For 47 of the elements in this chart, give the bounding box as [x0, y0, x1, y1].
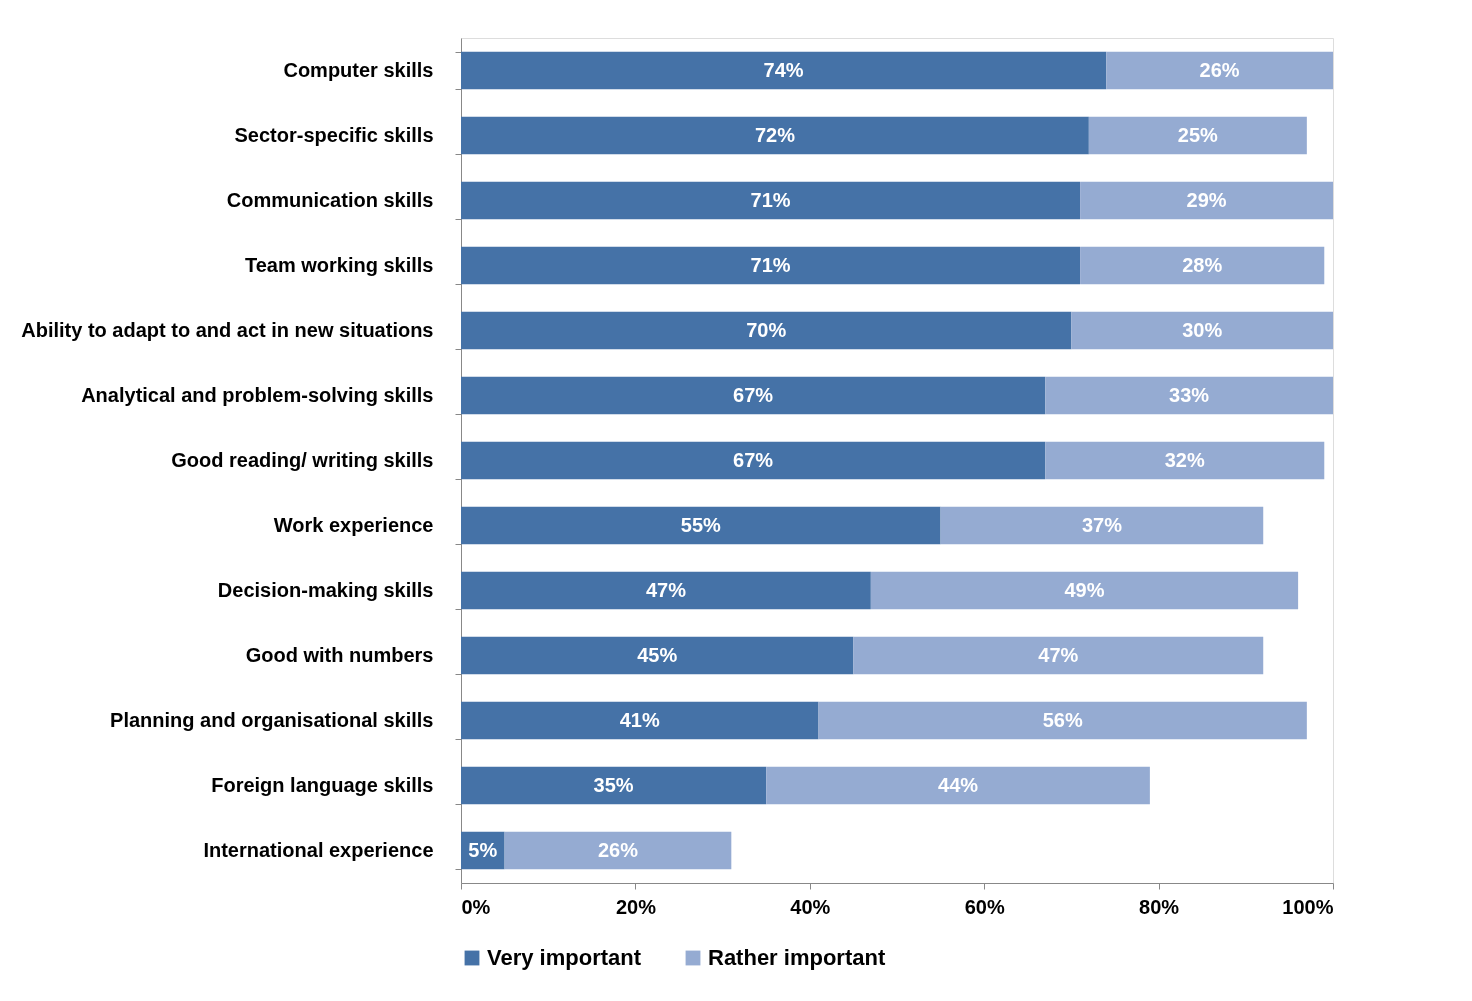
data-label: 26% — [597, 838, 639, 861]
x-tick-label: 40% — [790, 895, 831, 918]
data-label: 45% — [637, 643, 678, 666]
data-label: 47% — [645, 578, 687, 601]
y-tick-label: Good reading/ writing skills — [171, 449, 434, 471]
data-label: 67% — [733, 448, 774, 471]
y-tick-label: Computer skills — [283, 59, 434, 81]
data-label: 25% — [1177, 123, 1219, 146]
data-label: 32% — [1164, 448, 1205, 471]
data-label: 56% — [1042, 708, 1083, 731]
data-label: 33% — [1169, 383, 1210, 406]
y-tick-label: International experience — [203, 839, 434, 861]
y-tick-label: Good with numbers — [245, 644, 434, 666]
data-label: 30% — [1182, 318, 1223, 341]
x-tick-label: 80% — [1139, 895, 1180, 918]
data-label: 70% — [746, 318, 787, 341]
y-tick-label: Analytical and problem-solving skills — [81, 384, 434, 406]
data-label: 41% — [619, 708, 660, 731]
data-label: 55% — [680, 513, 722, 536]
legend-label: Very important — [487, 945, 642, 970]
data-label: 44% — [938, 773, 979, 796]
data-label: 74% — [763, 58, 804, 81]
y-tick-label: Decision-making skills — [217, 579, 434, 601]
y-tick-label: Work experience — [273, 514, 434, 536]
data-label: 47% — [1038, 643, 1079, 666]
y-tick-label: Ability to adapt to and act in new situations — [21, 319, 434, 341]
x-tick-label: 100% — [1282, 895, 1334, 918]
y-tick-label: Team working skills — [244, 254, 434, 276]
y-tick-label: Communication skills — [226, 189, 434, 211]
x-tick-label: 0% — [461, 895, 491, 918]
y-tick-label: Foreign language skills — [211, 774, 434, 796]
data-label: 49% — [1064, 578, 1105, 601]
data-label: 71% — [750, 253, 791, 276]
data-label: 71% — [750, 188, 791, 211]
data-label: 28% — [1182, 253, 1223, 276]
data-label: 67% — [733, 383, 774, 406]
y-tick-label: Planning and organisational skills — [110, 709, 434, 731]
data-label: 72% — [754, 123, 796, 146]
data-label: 35% — [593, 773, 634, 796]
x-tick-label: 60% — [964, 895, 1005, 918]
legend-label: Rather important — [708, 945, 886, 970]
data-label: 26% — [1199, 58, 1240, 81]
data-label: 37% — [1081, 513, 1123, 536]
data-label: 29% — [1186, 188, 1227, 211]
y-tick-label: Sector-specific skills — [234, 124, 434, 146]
data-label: 5% — [468, 838, 498, 861]
x-tick-label: 20% — [615, 895, 657, 918]
